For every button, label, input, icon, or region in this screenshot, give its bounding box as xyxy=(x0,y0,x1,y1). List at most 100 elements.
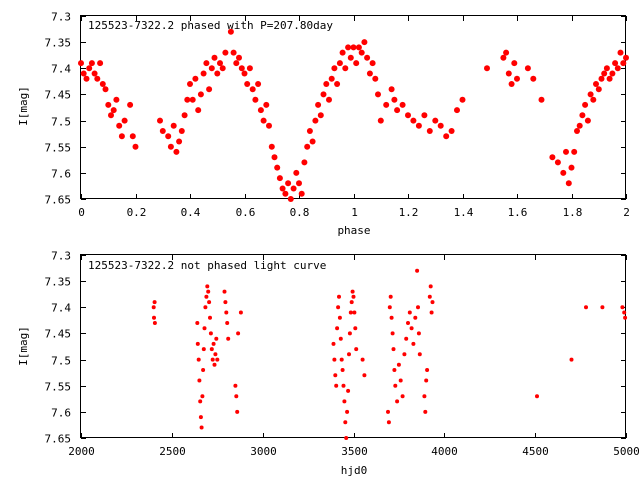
data-point xyxy=(400,394,405,399)
x-tick-label: 1.6 xyxy=(508,206,528,219)
data-point xyxy=(429,310,434,315)
x-tick-label: 0.4 xyxy=(181,206,201,219)
data-point xyxy=(524,65,531,72)
data-point xyxy=(530,75,537,82)
data-point xyxy=(238,65,245,72)
data-point xyxy=(410,117,417,124)
data-point xyxy=(285,180,292,187)
data-point xyxy=(152,315,156,320)
data-point xyxy=(184,96,191,103)
data-point xyxy=(268,143,275,150)
data-point xyxy=(422,394,427,399)
data-point xyxy=(606,75,613,82)
data-point xyxy=(192,75,199,82)
data-point xyxy=(535,394,539,399)
data-point xyxy=(222,289,227,294)
data-point xyxy=(298,190,305,197)
data-point xyxy=(425,368,430,372)
data-point xyxy=(339,49,346,56)
y-tick-label: 7.6 xyxy=(51,407,71,420)
data-point xyxy=(584,117,591,124)
data-point xyxy=(347,331,352,336)
data-point xyxy=(151,305,156,310)
data-point xyxy=(554,159,561,166)
data-point xyxy=(219,65,226,72)
data-point xyxy=(203,305,208,310)
data-point xyxy=(212,362,217,367)
data-point xyxy=(600,305,605,310)
data-point xyxy=(601,70,608,77)
data-point xyxy=(415,268,420,273)
data-point xyxy=(437,122,444,129)
data-point xyxy=(200,394,205,399)
data-point xyxy=(88,60,95,67)
data-point xyxy=(195,321,200,325)
data-point xyxy=(207,300,212,305)
data-point xyxy=(197,91,204,98)
data-point xyxy=(346,388,351,393)
data-point xyxy=(334,81,341,87)
data-point xyxy=(296,180,302,187)
data-point xyxy=(282,190,289,197)
data-point xyxy=(260,117,267,124)
data-point xyxy=(165,133,172,140)
data-point xyxy=(152,321,157,325)
data-point xyxy=(511,60,518,67)
data-point xyxy=(201,347,206,352)
data-point xyxy=(271,154,278,161)
y-tick-label: 7.65 xyxy=(45,433,72,446)
data-point xyxy=(386,409,390,414)
data-point xyxy=(386,420,391,425)
unphased-axis-ticks: 2000 2500 3000 3500 4000 4500 5000 7.3 7.35 7.4 7.… xyxy=(45,250,640,459)
data-point xyxy=(230,49,237,56)
data-point xyxy=(323,81,330,87)
data-point xyxy=(157,117,163,124)
y-tick-label: 7.65 xyxy=(45,194,72,207)
data-point xyxy=(394,107,401,114)
data-point xyxy=(361,39,368,46)
data-point xyxy=(383,101,390,108)
x-tick-label: 4000 xyxy=(431,445,458,458)
data-point xyxy=(399,101,406,108)
data-point xyxy=(328,75,335,82)
data-point xyxy=(563,148,569,155)
data-point xyxy=(565,180,572,187)
data-point xyxy=(571,148,578,155)
data-point xyxy=(351,294,356,299)
x-tick-label: 2 xyxy=(623,206,630,219)
data-point xyxy=(200,70,207,77)
y-tick-label: 7.4 xyxy=(51,302,71,315)
x-tick-label: 0.2 xyxy=(127,206,147,219)
data-point xyxy=(428,284,433,289)
data-point xyxy=(336,305,341,310)
data-point xyxy=(266,122,272,129)
data-point xyxy=(353,60,360,67)
data-point xyxy=(612,60,619,67)
data-point xyxy=(369,60,376,67)
data-point xyxy=(505,70,512,77)
data-point xyxy=(398,378,403,383)
data-point xyxy=(579,112,586,119)
x-tick-label: 0.8 xyxy=(290,206,310,219)
phased-chart-title: 125523-7322.2 phased with P=207.80day xyxy=(88,19,333,32)
data-point xyxy=(417,352,422,357)
data-point xyxy=(402,352,407,357)
x-tick-label: 1 xyxy=(351,206,358,219)
data-point xyxy=(354,347,359,352)
data-point xyxy=(352,310,357,315)
data-point xyxy=(342,65,349,72)
data-point xyxy=(235,409,240,414)
y-tick-label: 7.55 xyxy=(45,142,72,155)
x-tick-label: 5000 xyxy=(613,445,640,458)
data-point xyxy=(345,409,350,414)
data-point xyxy=(225,321,230,325)
data-point xyxy=(375,91,381,98)
data-point xyxy=(196,357,201,362)
data-point xyxy=(391,96,398,103)
data-point xyxy=(94,75,101,82)
data-point xyxy=(167,143,174,150)
x-tick-label: 3500 xyxy=(341,445,368,458)
y-tick-label: 7.5 xyxy=(51,116,71,129)
data-point xyxy=(503,49,510,56)
